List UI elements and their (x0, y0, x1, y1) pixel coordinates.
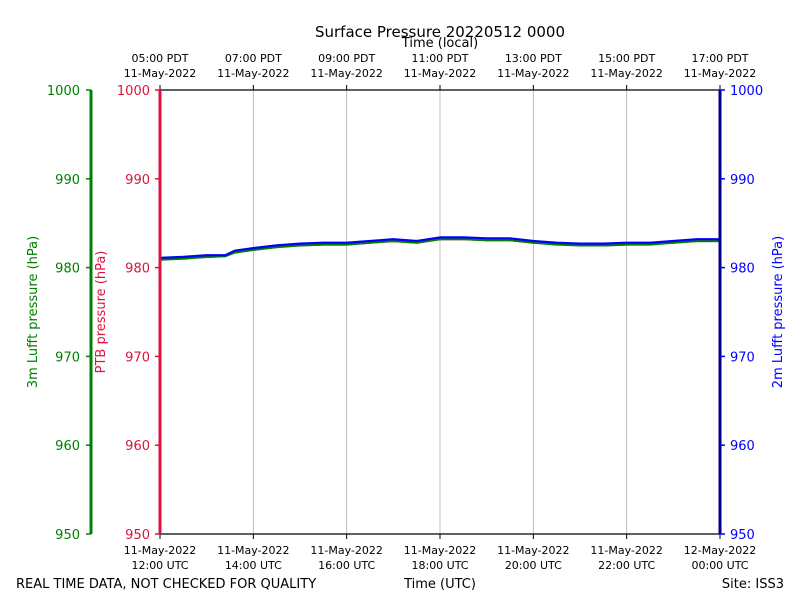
2m-lufft-tick-label: 970 (730, 350, 755, 365)
3m-lufft-tick-label: 980 (55, 262, 80, 277)
3m-lufft-axis-label: 3m Lufft pressure (hPa) (26, 236, 41, 388)
3m-lufft-pressure-line (159, 238, 720, 261)
ptb-tick-label: 970 (125, 350, 150, 365)
x-axis-bottom-label: Time (UTC) (403, 577, 476, 592)
x-bottom-tick-label: 16:00 UTC (318, 559, 375, 572)
quality-note: REAL TIME DATA, NOT CHECKED FOR QUALITY (16, 577, 316, 592)
ptb-axis-label: PTB pressure (hPa) (94, 251, 109, 374)
x-bottom-tick-label: 11-May-2022 (590, 544, 662, 557)
x-top-tick-label: 11-May-2022 (124, 67, 196, 80)
x-bottom-tick-label: 22:00 UTC (598, 559, 655, 572)
x-bottom-tick-label: 11-May-2022 (310, 544, 382, 557)
ptb-tick-label: 990 (125, 173, 150, 188)
ptb-tick-label: 950 (125, 528, 150, 543)
x-bottom-tick-label: 11-May-2022 (404, 544, 476, 557)
x-top-tick-label: 11-May-2022 (310, 67, 382, 80)
x-top-tick-label: 11-May-2022 (217, 67, 289, 80)
x-bottom-tick-label: 11-May-2022 (217, 544, 289, 557)
x-bottom-tick-label: 20:00 UTC (505, 559, 562, 572)
x-bottom-tick-label: 12-May-2022 (684, 544, 756, 557)
3m-lufft-tick-label: 950 (55, 528, 80, 543)
grid-lines (252, 90, 628, 534)
3m-lufft-tick-label: 970 (55, 350, 80, 365)
series-group (159, 236, 720, 261)
x-top-tick-label: 17:00 PDT (691, 52, 748, 65)
x-top-tick-label: 11-May-2022 (590, 67, 662, 80)
3m-lufft-tick-label: 960 (55, 439, 80, 454)
2m-lufft-axis-label: 2m Lufft pressure (hPa) (771, 236, 786, 388)
2m-lufft-pressure-line (159, 236, 720, 259)
ptb-tick-label: 960 (125, 439, 150, 454)
x-axis-top-label: Time (local) (401, 36, 478, 51)
x-bottom-tick-label: 11-May-2022 (497, 544, 569, 557)
x-bottom-tick-label: 00:00 UTC (691, 559, 748, 572)
ptb-tick-label: 1000 (117, 84, 150, 99)
2m-lufft-tick-label: 950 (730, 528, 755, 543)
2m-lufft-tick-label: 960 (730, 439, 755, 454)
x-top-tick-label: 05:00 PDT (131, 52, 188, 65)
x-top-tick-label: 07:00 PDT (225, 52, 282, 65)
x-bottom-tick-label: 14:00 UTC (225, 559, 282, 572)
x-bottom-tick-label: 12:00 UTC (131, 559, 188, 572)
x-top-tick-label: 11-May-2022 (497, 67, 569, 80)
x-top-tick-label: 09:00 PDT (318, 52, 375, 65)
x-top-tick-label: 11-May-2022 (684, 67, 756, 80)
3m-lufft-tick-label: 1000 (47, 84, 80, 99)
2m-lufft-tick-label: 990 (730, 173, 755, 188)
x-top-tick-label: 11:00 PDT (411, 52, 468, 65)
axis-ticks: 11-May-2022 12:00 UTC 11-May-2022 14:00 UTC… (47, 52, 763, 572)
x-bottom-tick-label: 18:00 UTC (411, 559, 468, 572)
2m-lufft-tick-label: 1000 (730, 84, 763, 99)
x-top-tick-label: 15:00 PDT (598, 52, 655, 65)
ptb-tick-label: 980 (125, 262, 150, 277)
3m-lufft-tick-label: 990 (55, 173, 80, 188)
chart-title: Surface Pressure 20220512 0000 (315, 23, 565, 41)
x-top-tick-label: 11-May-2022 (404, 67, 476, 80)
x-top-tick-label: 13:00 PDT (505, 52, 562, 65)
2m-lufft-tick-label: 980 (730, 262, 755, 277)
site-label: Site: ISS3 (722, 577, 784, 592)
x-bottom-tick-label: 11-May-2022 (124, 544, 196, 557)
